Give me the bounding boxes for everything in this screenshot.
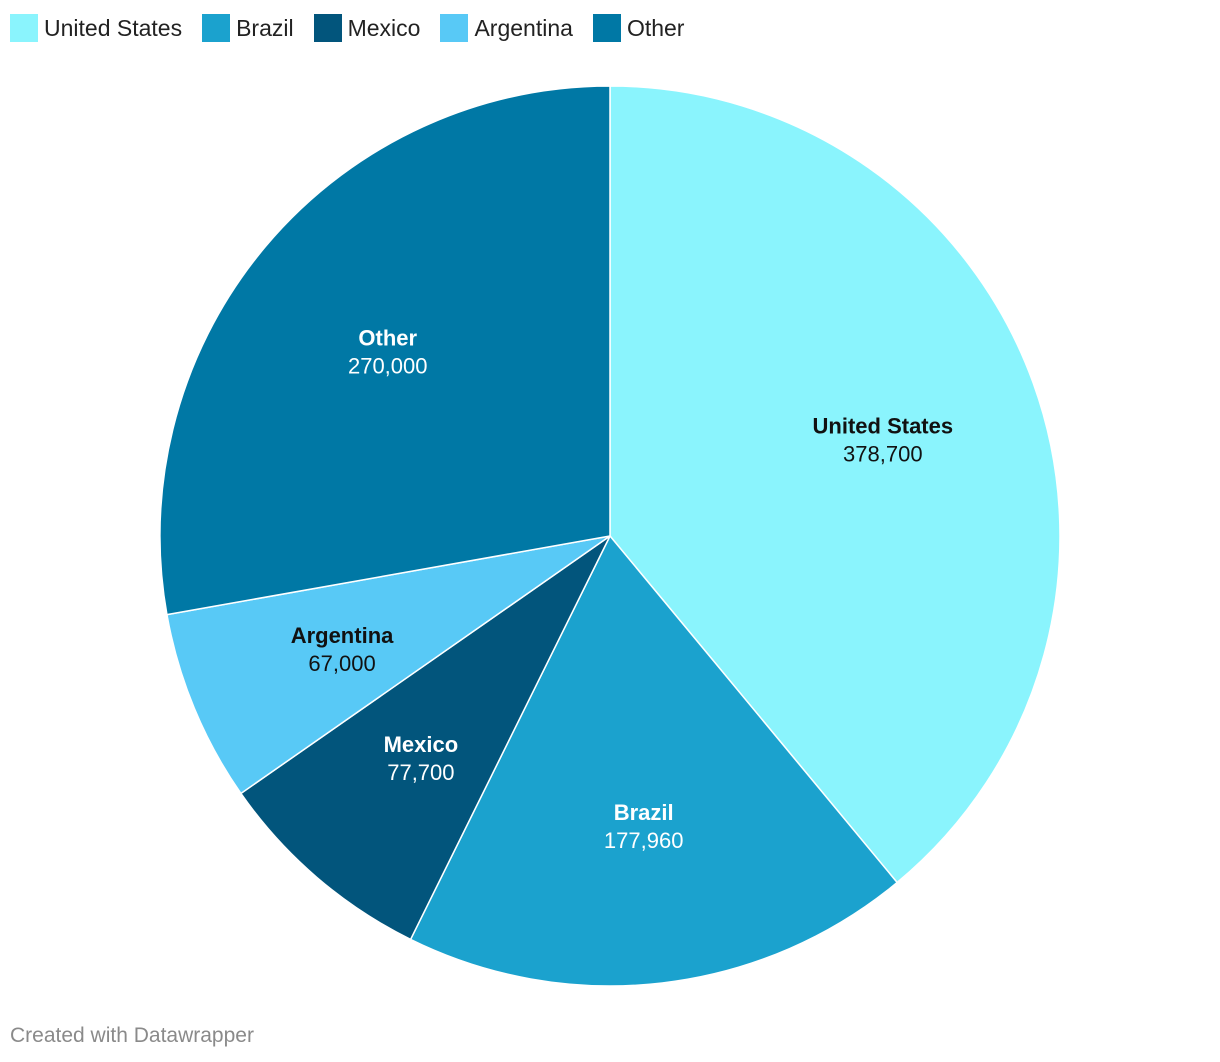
pie-slice-brazil	[409, 534, 899, 987]
pie-slice-other	[159, 85, 611, 616]
slice-label-other: Other	[358, 326, 417, 351]
legend-item-united-states: United States	[10, 14, 182, 42]
legend-label-united-states: United States	[44, 14, 183, 41]
slice-value-argentina: 67,000	[308, 651, 375, 676]
slice-label-brazil: Brazil	[614, 800, 674, 825]
legend-item-mexico: Mexico	[313, 14, 421, 42]
legend-label-mexico: Mexico	[347, 14, 421, 41]
slice-label-united-states: United States	[813, 414, 954, 439]
slice-value-mexico: 77,700	[387, 760, 454, 785]
legend-item-argentina: Argentina	[440, 14, 573, 42]
legend-swatch-other	[592, 14, 621, 42]
legend-item-brazil: Brazil	[202, 14, 294, 42]
legend-swatch-brazil	[202, 14, 231, 42]
legend-swatch-mexico	[313, 14, 342, 42]
legend-swatch-argentina	[440, 14, 469, 42]
legend-item-other: Other	[592, 14, 685, 42]
credit-footer: Created with Datawrapper	[10, 1024, 254, 1047]
slice-label-argentina: Argentina	[291, 623, 394, 648]
slice-label-mexico: Mexico	[384, 732, 459, 757]
legend-label-argentina: Argentina	[474, 14, 573, 41]
legend-swatch-united-states	[10, 14, 38, 42]
pie-slice-united-states	[609, 85, 1061, 884]
legend-label-brazil: Brazil	[236, 14, 294, 41]
pie-slice-argentina	[166, 535, 611, 795]
pie-chart: United States 378,700 Brazil 177,960 Mexico 7…	[159, 85, 1061, 987]
legend-label-other: Other	[626, 14, 685, 41]
chart-legend: United States Brazil Mexico Argentina Other	[10, 12, 704, 44]
slice-value-brazil: 177,960	[604, 828, 684, 853]
slice-value-other: 270,000	[348, 354, 428, 379]
pie-slice-mexico	[239, 535, 611, 941]
slice-value-united-states: 378,700	[843, 442, 923, 467]
